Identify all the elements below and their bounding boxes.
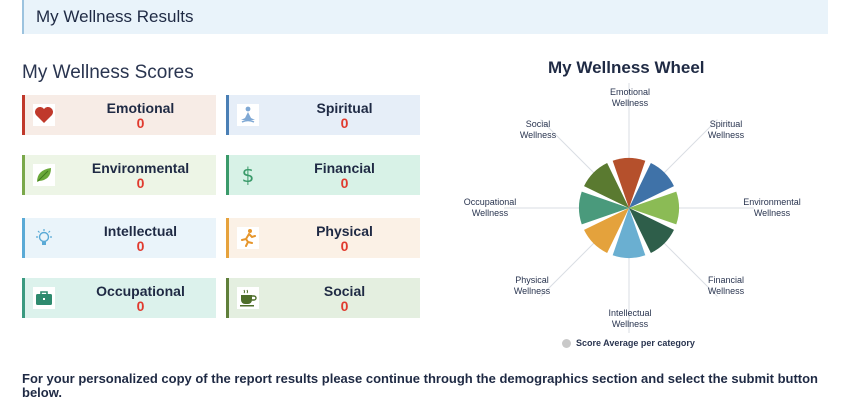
legend-marker <box>562 338 571 348</box>
score-card-label: Environmental <box>91 160 190 176</box>
wheel-title: My Wellness Wheel <box>548 58 705 77</box>
legend-label: Score Average per category <box>576 338 695 348</box>
wheel-slice-financial <box>629 208 674 253</box>
leaf-icon <box>33 164 55 186</box>
meditation-icon <box>237 104 259 126</box>
score-card-label: Social <box>323 283 366 299</box>
wheel-slice-social <box>584 163 629 208</box>
scores-title: My Wellness Scores <box>22 62 194 83</box>
score-card-label: Intellectual <box>103 223 178 239</box>
wheel-slice-emotional <box>612 158 646 208</box>
score-card-value: 0 <box>136 115 145 131</box>
briefcase-icon <box>33 287 55 309</box>
score-card-emotional: Emotional 0 <box>22 95 216 135</box>
dollar-icon: $ <box>241 163 255 187</box>
score-card-value: 0 <box>136 175 145 191</box>
lightbulb-icon <box>33 227 55 249</box>
wheel-label-social: Social Wellness <box>519 119 557 140</box>
score-card-label: Financial <box>314 160 375 176</box>
score-card-value: 0 <box>340 238 349 254</box>
score-card-label: Emotional <box>106 100 175 116</box>
score-card-intellectual: Intellectual 0 <box>22 218 216 258</box>
score-card-value: 0 <box>340 175 349 191</box>
score-card-occupational: Occupational 0 <box>22 278 216 318</box>
score-card-value: 0 <box>136 238 145 254</box>
wheel-slice-spiritual <box>629 163 674 208</box>
wheel-slices <box>579 158 679 258</box>
wheel-label-intellectual: Intellectual Wellness <box>608 308 652 329</box>
score-card-physical: Physical 0 <box>226 218 420 258</box>
wheel-label-spiritual: Spiritual Wellness <box>707 119 745 140</box>
results-header: My Wellness Results <box>22 0 828 34</box>
coffee-cup-icon <box>237 287 259 309</box>
score-card-spiritual: Spiritual 0 <box>226 95 420 135</box>
wheel-slice-occupational <box>579 191 629 225</box>
score-card-value: 0 <box>340 298 349 314</box>
wheel-slice-intellectual <box>612 208 646 258</box>
score-card-value: 0 <box>340 115 349 131</box>
wheel-label-emotional: Emotional Wellness <box>609 87 651 108</box>
page-title: My Wellness Results <box>36 7 194 26</box>
score-card-label: Occupational <box>96 283 185 299</box>
wheel-label-physical: Physical Wellness <box>513 275 551 296</box>
footer-instructions: For your personalized copy of the report… <box>22 371 818 400</box>
runner-icon <box>237 227 259 249</box>
score-card-label: Spiritual <box>316 100 373 116</box>
wheel-slice-physical <box>584 208 629 253</box>
heart-icon <box>33 104 55 126</box>
score-card-financial: $ Financial 0 <box>226 155 420 195</box>
wellness-wheel-chart <box>504 83 754 333</box>
score-card-label: Physical <box>316 223 373 239</box>
score-card-environmental: Environmental 0 <box>22 155 216 195</box>
score-card-social: Social 0 <box>226 278 420 318</box>
wheel-label-occupational: Occupational Wellness <box>463 197 517 218</box>
wheel-legend[interactable]: Score Average per category <box>562 338 695 348</box>
wheel-label-environmental: Environmental Wellness <box>743 197 801 218</box>
wheel-slice-environmental <box>629 191 679 225</box>
score-card-value: 0 <box>136 298 145 314</box>
wheel-label-financial: Financial Wellness <box>707 275 745 296</box>
